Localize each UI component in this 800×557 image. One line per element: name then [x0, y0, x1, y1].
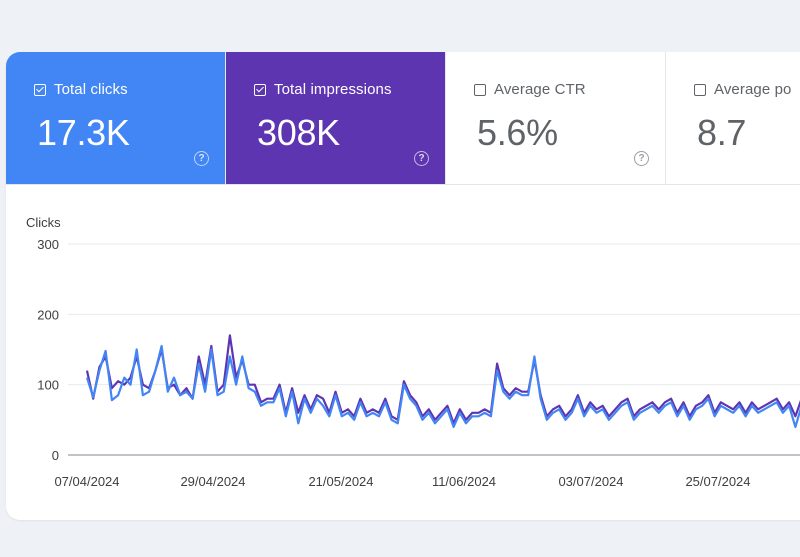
metric-label: Total impressions [274, 81, 392, 98]
metric-label: Average po [714, 81, 792, 98]
help-icon[interactable]: ? [634, 151, 649, 166]
metric-value: 17.3K [37, 112, 130, 153]
x-tick-label: 03/07/2024 [558, 474, 623, 489]
y-tick-label: 100 [37, 378, 59, 393]
x-tick-label: 29/04/2024 [180, 474, 245, 489]
metric-tile-total-impressions[interactable]: Total impressions 308K ? [226, 52, 446, 185]
checkbox-checked-icon[interactable] [254, 83, 266, 96]
metric-value: 308K [257, 112, 340, 153]
clicks-series-line [85, 344, 800, 428]
y-tick-label: 0 [52, 448, 59, 463]
metric-label: Average CTR [494, 81, 586, 98]
x-tick-label: 11/06/2024 [432, 474, 496, 489]
checkbox-unchecked-icon[interactable] [474, 83, 486, 96]
metric-tile-average-ctr[interactable]: Average CTR 5.6% ? [446, 52, 666, 185]
impressions-series-line [85, 334, 800, 425]
metric-value: 5.6% [477, 112, 558, 153]
x-tick-label: 07/04/2024 [54, 474, 119, 489]
metric-tile-total-clicks[interactable]: Total clicks 17.3K ? [6, 52, 226, 185]
metric-value: 8.7 [697, 112, 747, 153]
x-tick-label: 25/07/2024 [685, 474, 750, 489]
y-tick-label: 200 [37, 307, 59, 322]
help-icon[interactable]: ? [194, 151, 209, 166]
x-tick-label: 21/05/2024 [308, 474, 373, 489]
checkbox-unchecked-icon[interactable] [694, 83, 706, 96]
clicks-line-chart: 0 100 200 300 07/04/2024 29/04/2024 21/05/2024… [37, 237, 800, 489]
y-tick-label: 300 [37, 237, 59, 252]
metric-label: Total clicks [54, 81, 128, 98]
metric-tiles: Total clicks 17.3K ? Total impressions 3… [6, 52, 800, 185]
metric-tile-average-position[interactable]: Average po 8.7 [666, 52, 800, 185]
y-axis-title: Clicks [26, 215, 61, 230]
help-icon[interactable]: ? [414, 151, 429, 166]
performance-card: Total clicks 17.3K ? Total impressions 3… [6, 52, 800, 520]
checkbox-checked-icon[interactable] [34, 83, 46, 96]
